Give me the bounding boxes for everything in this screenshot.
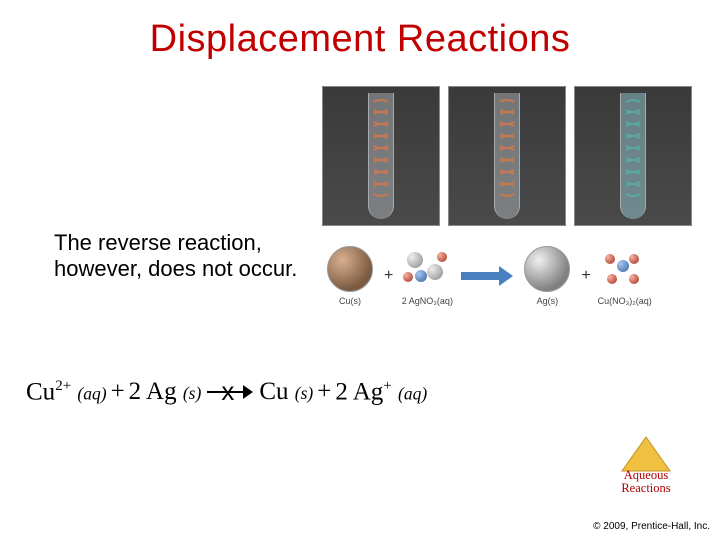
aqueous-reactions-logo: Aqueous Reactions [610, 435, 682, 497]
tube-panel-2 [448, 86, 566, 226]
reaction-arrow-icon [461, 268, 513, 284]
crossed-arrow-icon: x [207, 380, 253, 404]
eq-plus-2: + [317, 378, 331, 406]
eq-cu2plus: Cu2+ (aq) [26, 378, 107, 406]
logo-line-1: Aqueous [610, 469, 682, 483]
cu-sphere: Cu(s) [322, 246, 378, 306]
label-cuno3: Cu(NO₃)₂(aq) [597, 296, 653, 306]
eq-2ag: 2 Ag (s) [129, 378, 202, 406]
test-tube-photos [322, 86, 692, 226]
tube-panel-1 [322, 86, 440, 226]
ag-sphere: Ag(s) [519, 246, 575, 306]
plus-icon: + [384, 267, 393, 285]
agno3-cluster: 2 AgNO₃(aq) [399, 246, 455, 306]
logo-line-2: Reactions [610, 482, 682, 496]
tube-panel-3 [574, 86, 692, 226]
slide-title: Displacement Reactions [0, 0, 720, 61]
plus-icon: + [581, 267, 590, 285]
label-ag-s: Ag(s) [519, 296, 575, 306]
eq-cu-s: Cu (s) [259, 378, 313, 406]
chemical-equation: Cu2+ (aq) + 2 Ag (s) x Cu (s) + 2 Ag+ (a… [26, 378, 427, 406]
copyright-text: © 2009, Prentice-Hall, Inc. [593, 521, 710, 532]
eq-2agplus: 2 Ag+ (aq) [335, 378, 427, 406]
eq-plus-1: + [111, 378, 125, 406]
body-text: The reverse reaction, however, does not … [54, 230, 304, 283]
cuno3-cluster: Cu(NO₃)₂(aq) [597, 246, 653, 306]
molecular-diagram: Cu(s) + 2 AgNO₃(aq) Ag(s) + Cu(NO₃)₂(aq) [322, 234, 692, 318]
label-cu-s: Cu(s) [322, 296, 378, 306]
label-agno3: 2 AgNO₃(aq) [399, 296, 455, 306]
